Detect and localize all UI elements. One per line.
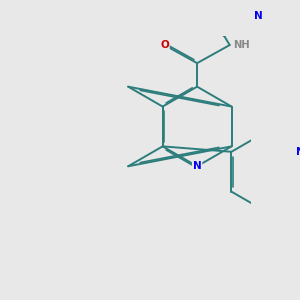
Text: O: O [160, 40, 169, 50]
Text: NH: NH [233, 40, 250, 50]
Text: N: N [193, 161, 202, 171]
Text: N: N [254, 11, 263, 21]
Text: N: N [296, 147, 300, 157]
